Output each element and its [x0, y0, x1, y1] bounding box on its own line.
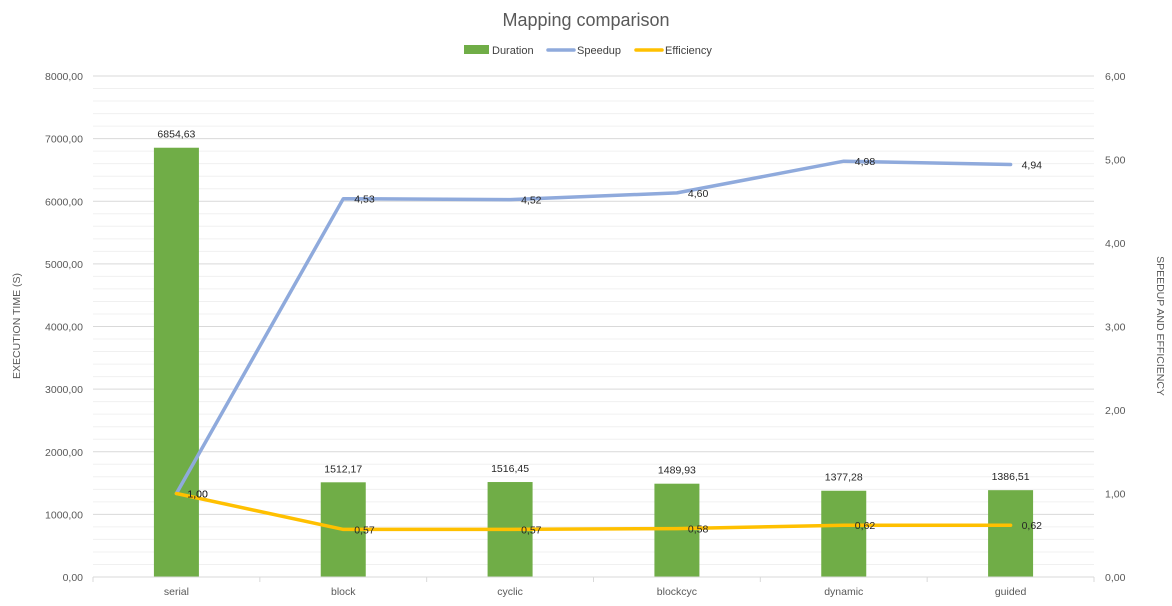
y-tick-label: 2000,00	[45, 447, 83, 459]
line-data-label: 1,00	[187, 489, 208, 501]
line-data-label: 0,58	[688, 524, 709, 536]
y-tick-label: 8000,00	[45, 71, 83, 83]
grid-layer	[93, 75, 1094, 565]
legend-swatch-duration	[464, 45, 489, 54]
y-axis-title: EXECUTION TIME (S)	[11, 273, 23, 379]
line-data-label: 4,53	[354, 194, 375, 206]
y-tick-label: 7000,00	[45, 134, 83, 146]
y-tick-label: 0,00	[63, 572, 84, 584]
line-data-label: 0,57	[521, 524, 542, 536]
bar-layer	[153, 147, 1034, 577]
y2-tick-label: 2,00	[1105, 405, 1126, 417]
x-tick-label: block	[331, 586, 356, 598]
line-data-label: 4,60	[688, 188, 709, 200]
bar-data-label: 1512,17	[324, 463, 362, 475]
bar-serial	[153, 147, 199, 577]
axis-layer: 0,00 1000,00 2000,00 3000,00 4000,00 5000,00 6…	[45, 71, 1126, 598]
line-data-label: 4,98	[855, 156, 876, 168]
legend-label-efficiency: Efficiency	[665, 45, 712, 57]
label-layer: 6854,63 1512,17 1516,45 1489,93 1377,28 1386,…	[157, 129, 1042, 537]
line-layer	[174, 159, 1013, 532]
legend-label-duration: Duration	[492, 45, 534, 57]
line-data-label: 0,57	[354, 524, 375, 536]
bar-data-label: 1377,28	[825, 472, 863, 484]
line-data-label: 0,62	[1022, 520, 1043, 532]
line-data-label: 1,00	[187, 489, 208, 501]
y-tick-label: 6000,00	[45, 196, 83, 208]
y-tick-label: 4000,00	[45, 322, 83, 334]
x-tick-label: guided	[995, 586, 1027, 598]
y2-tick-label: 0,00	[1105, 572, 1126, 584]
x-tick-label: serial	[164, 586, 189, 598]
line-data-label: 0,62	[855, 520, 876, 532]
y2-tick-label: 5,00	[1105, 155, 1126, 167]
y-tick-label: 5000,00	[45, 259, 83, 271]
y2-tick-label: 1,00	[1105, 489, 1126, 501]
legend: Duration Speedup Efficiency	[464, 45, 712, 57]
y2-axis-title: SPEEDUP AND EFFICIENCY	[1154, 256, 1166, 396]
y2-tick-label: 6,00	[1105, 71, 1126, 83]
y2-tick-label: 3,00	[1105, 322, 1126, 334]
line-efficiency	[174, 491, 1013, 532]
line-data-label: 4,52	[521, 195, 542, 207]
bar-data-label: 1489,93	[658, 465, 696, 477]
bar-dynamic	[821, 490, 867, 577]
legend-label-speedup: Speedup	[577, 45, 621, 57]
line-speedup	[174, 159, 1013, 496]
x-tick-label: blockcyc	[657, 586, 697, 598]
x-tick-label: dynamic	[824, 586, 863, 598]
x-tick-label: cyclic	[497, 586, 523, 598]
line-data-label: 4,94	[1022, 160, 1043, 172]
y-tick-label: 1000,00	[45, 509, 83, 521]
chart-title: Mapping comparison	[502, 10, 669, 30]
bar-data-label: 6854,63	[157, 129, 195, 141]
bar-data-label: 1516,45	[491, 463, 529, 475]
y2-tick-label: 4,00	[1105, 238, 1126, 250]
y-tick-label: 3000,00	[45, 384, 83, 396]
bar-data-label: 1386,51	[992, 471, 1030, 483]
bar-guided	[988, 490, 1034, 577]
